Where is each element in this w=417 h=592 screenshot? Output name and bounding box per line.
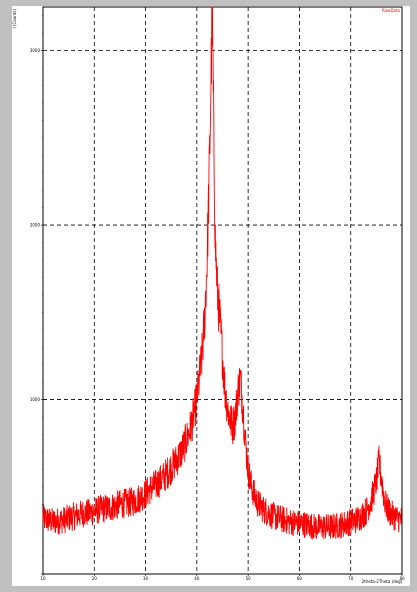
x-axis-ticks: 10 20 30 40 50 60 70 80	[40, 574, 405, 581]
plot-area: 10 20 30 40 50 60 70 80 1000 2000 3000	[30, 6, 405, 581]
y-tick-label: 1000	[30, 397, 41, 402]
x-tick-label: 40	[194, 576, 200, 581]
x-tick-label: 30	[143, 576, 149, 581]
series-layer	[42, 6, 403, 540]
y-axis-label: I (Counts)	[12, 9, 17, 29]
grid-horizontal	[43, 50, 402, 400]
x-tick-label: 20	[92, 576, 98, 581]
legend-label: RawData	[382, 8, 401, 13]
series-line-rawdata	[42, 6, 403, 540]
x-tick-label: 80	[399, 576, 405, 581]
x-tick-label: 50	[246, 576, 252, 581]
y-axis-ticks: 1000 2000 3000	[30, 15, 43, 575]
x-tick-label: 70	[348, 576, 354, 581]
y-tick-label: 3000	[30, 48, 41, 53]
x-tick-label: 60	[297, 576, 303, 581]
y-tick-label: 2000	[30, 223, 41, 228]
plot-border	[42, 6, 403, 575]
x-tick-label: 10	[40, 576, 46, 581]
x-axis-label: 2theta-2Theta (deg)	[362, 579, 403, 584]
